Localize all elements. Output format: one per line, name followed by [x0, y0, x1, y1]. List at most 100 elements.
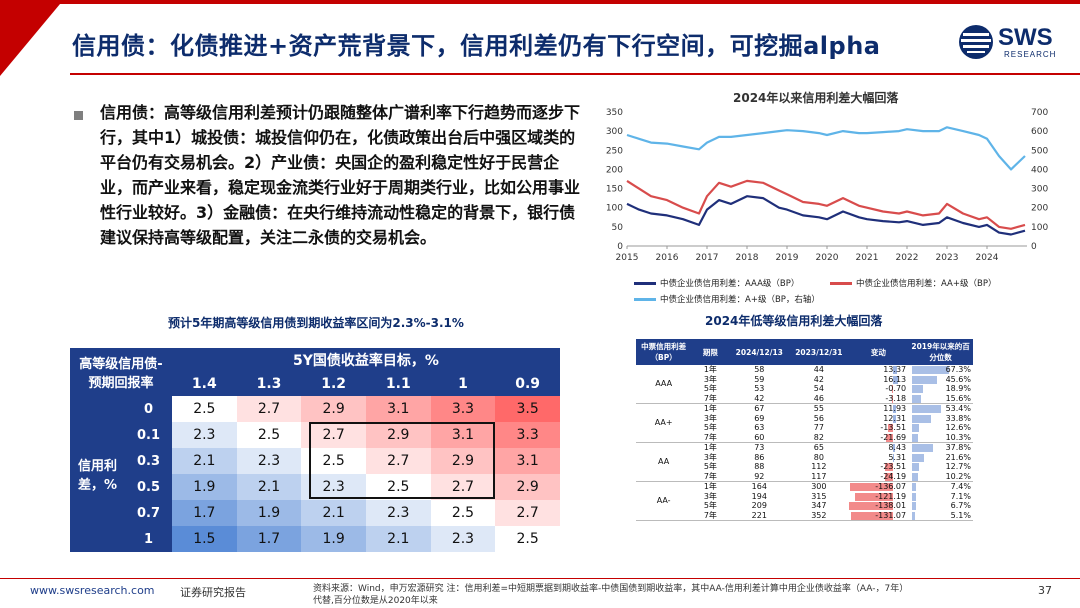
change-bar	[892, 405, 897, 413]
change-bar	[892, 444, 896, 452]
header-accent-triangle	[0, 4, 60, 76]
cell-percentile: 15.6%	[908, 394, 973, 404]
table-row: 7年 221 352 -131.07 5.1%	[636, 511, 973, 521]
change-bar	[891, 394, 893, 403]
grade-label: AA+	[636, 403, 692, 443]
matrix-cell: 2.9	[301, 396, 366, 422]
cell-term: 3年	[703, 491, 717, 501]
matrix-cell: 2.5	[236, 422, 302, 448]
cell-term: 5年	[703, 384, 717, 393]
matrix-cell: 3.3	[495, 422, 560, 448]
cell-term: 1年	[703, 365, 717, 374]
change-bar	[854, 492, 893, 501]
cell-b: 54	[813, 384, 824, 393]
cell-a: 53	[754, 384, 765, 393]
header-divider	[70, 73, 1080, 75]
cell-b: 300	[811, 482, 827, 491]
change-bar	[892, 366, 897, 374]
cell-term: 3年	[703, 452, 717, 462]
change-bar	[849, 502, 893, 510]
cell-term: 5年	[703, 462, 717, 471]
cell-change: 11.93	[849, 404, 909, 414]
change-value: -0.70	[885, 384, 907, 393]
change-value: -136.07	[875, 482, 907, 491]
cell-term: 5年	[703, 423, 717, 432]
cell-term: 7年	[703, 510, 717, 520]
low-grade-table-title: 2024年低等级信用利差大幅回落	[705, 314, 883, 328]
matrix-cell: 2.7	[495, 500, 560, 526]
cell-percentile: 21.6%	[908, 453, 973, 463]
table-row: 5年 209 347 -138.01 6.7%	[636, 501, 973, 511]
legend-label-aaplus: 中债企业债信用利差：AA+级（BP）	[856, 279, 997, 289]
matrix-cell: 3.1	[495, 448, 560, 474]
table-row: AAA 1年 58 44 13.37 67.3%	[636, 365, 973, 404]
table-row: 7年 42 46 -3.18 15.6%	[636, 394, 973, 404]
y-right-tick-label: 200	[1031, 204, 1048, 214]
x-tick-label: 2016	[656, 253, 679, 263]
matrix-cell: 2.1	[301, 500, 366, 526]
matrix-cell: 2.1	[365, 526, 431, 552]
matrix-cell: 1.7	[172, 500, 237, 526]
table-header-cell: 中票信用利差（BP）	[636, 339, 692, 365]
header-top-bar	[0, 0, 1080, 4]
x-tick-label: 2024	[976, 253, 999, 263]
change-value: -13.51	[880, 423, 907, 432]
cell-b: 347	[811, 501, 827, 510]
website-link[interactable]: www.swsresearch.com	[30, 584, 155, 597]
percentile-bar	[912, 424, 920, 432]
table-row: 3年 86 80 5.31 21.6%	[636, 453, 973, 463]
legend-swatch-aaa	[634, 282, 656, 285]
table-row: 7年 60 82 -21.69 10.3%	[636, 433, 973, 443]
grade-label: AA	[636, 442, 692, 482]
cell-percentile: 7.1%	[908, 492, 973, 502]
cell-a: 194	[751, 491, 767, 501]
cell-term: 3年	[703, 374, 717, 384]
cell-a: 92	[754, 471, 765, 481]
matrix-cell: 2.5	[172, 396, 237, 422]
x-tick-label: 2023	[936, 253, 959, 263]
matrix-cell: 1.9	[301, 526, 366, 552]
change-value: 11.93	[883, 404, 907, 413]
change-value: 5.31	[888, 452, 907, 462]
matrix-cell: 1.9	[172, 474, 237, 500]
change-value: 8.43	[888, 443, 907, 452]
cell-percentile: 33.8%	[908, 414, 973, 424]
cell-change: -131.07	[849, 511, 909, 521]
legend-label-aaa: 中债企业债信用利差：AAA级（BP）	[660, 279, 800, 289]
percentile-bar	[912, 405, 942, 413]
matrix-col-label: 1.3	[236, 372, 302, 396]
cell-term: 1年	[703, 443, 717, 452]
table-row: 5年 53 54 -0.70 18.9%	[636, 384, 973, 394]
series-line-2	[626, 126, 1026, 171]
legend-swatch-aaplus	[830, 282, 852, 285]
cell-b: 42	[813, 374, 824, 384]
matrix-cell: 2.1	[172, 448, 237, 474]
percentile-value: 33.8%	[945, 413, 971, 423]
change-bar	[892, 375, 898, 384]
table-header-cell: 2023/12/31	[789, 339, 849, 365]
matrix-cell: 2.5	[301, 448, 366, 474]
cell-a: 59	[754, 374, 765, 384]
matrix-cell: 2.1	[236, 474, 302, 500]
cell-percentile: 45.6%	[908, 375, 973, 385]
x-tick-label: 2015	[616, 253, 639, 263]
legend-item-aplus: 中债企业债信用利差：A+级（BP，右轴）	[634, 293, 820, 305]
matrix-cell: 2.3	[430, 526, 496, 552]
percentile-bar	[912, 433, 918, 442]
matrix-cell: 1.5	[172, 526, 237, 552]
matrix-cell: 2.5	[365, 474, 431, 500]
matrix-cell: 2.5	[495, 526, 560, 552]
cell-change: -23.51	[849, 462, 909, 472]
change-value: -24.19	[880, 471, 907, 481]
percentile-value: 5.1%	[950, 510, 971, 520]
change-value: -21.69	[880, 432, 907, 442]
x-tick-label: 2022	[896, 253, 919, 263]
y-right-tick-label: 600	[1031, 127, 1048, 137]
x-tick-label: 2018	[736, 253, 759, 263]
matrix-row-label: 0.7	[125, 500, 172, 526]
matrix-col-header: 5Y国债收益率目标，%	[172, 348, 560, 372]
body-paragraph: 信用债：高等级信用利差预计仍跟随整体广谱利率下行趋势而逐步下行，其中1）城投债：…	[100, 103, 581, 247]
y-right-tick-label: 400	[1031, 165, 1048, 175]
table-row: 5年 63 77 -13.51 12.6%	[636, 423, 973, 433]
logo-text: SWS	[998, 24, 1053, 51]
